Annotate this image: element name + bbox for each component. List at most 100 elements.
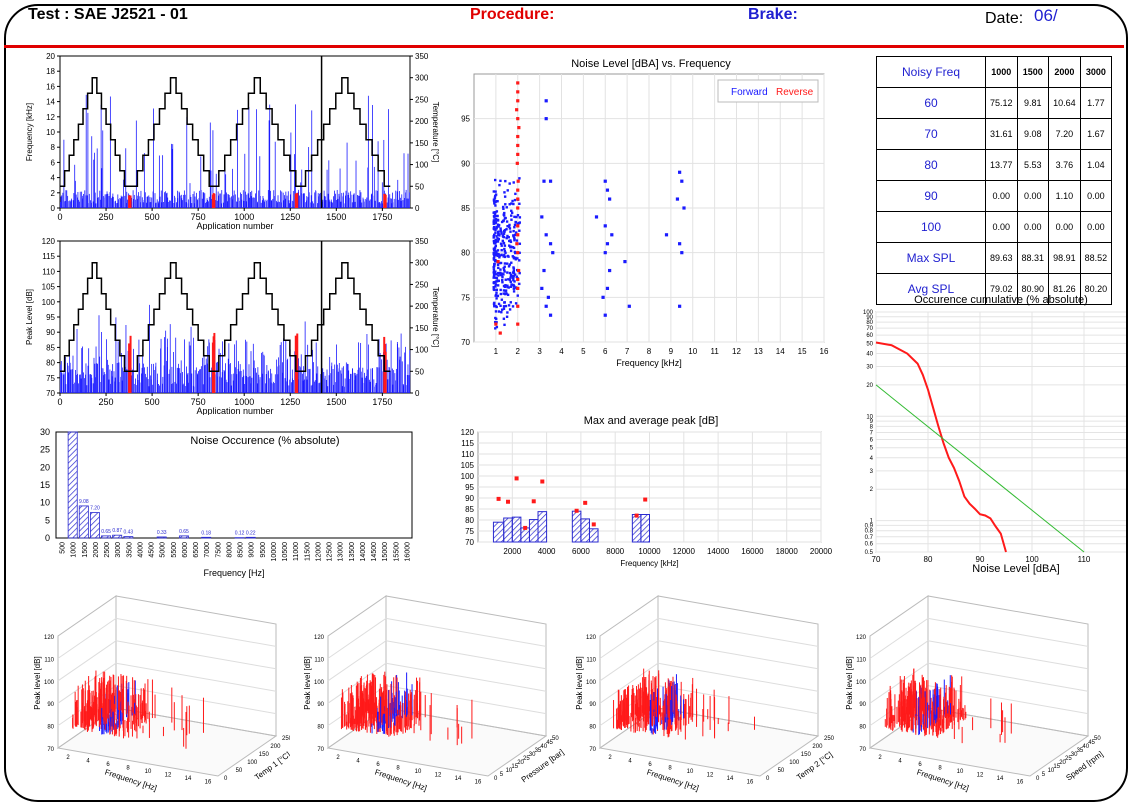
y-tick-label: 95 [461,115,470,124]
forward-point [497,233,500,237]
x-tick-label: 2000 [93,542,100,558]
x-tick-label: 1750 [372,212,392,222]
forward-point [493,246,497,249]
x-tick-label: 12 [165,772,172,778]
z-tick-label: 100 [314,680,325,686]
x-tick-label: 0 [57,397,62,407]
forward-point [544,304,548,308]
y-axis-label: Pressure [bar] [520,748,565,785]
forward-point [518,202,521,205]
x-axis-label: Application number [196,221,273,230]
table-cell: 9.81 [1016,87,1050,119]
y-tick-label: 30 [40,427,50,437]
forward-point [518,216,522,219]
forward-point [502,219,505,223]
y-tick-label: 20 [1059,760,1066,766]
x-tick-label: 4 [356,758,360,764]
table-cell: 13.77 [985,149,1018,181]
z-tick-label: 120 [586,635,597,641]
forward-point [511,305,515,308]
y-tick-label: 1 [870,519,874,525]
y-tick-label: 150 [801,752,812,758]
y-tick-label: 85 [461,204,470,213]
forward-point [494,194,497,198]
y-tick-label: 90 [465,494,474,503]
forward-point [503,244,507,247]
x-tick-label: 2 [516,347,521,356]
forward-point [496,214,499,218]
forward-point [502,241,506,245]
forward-point [504,284,507,287]
forward-point [518,271,521,275]
forward-point [495,321,498,324]
forward-point [500,298,504,301]
forward-point [495,297,498,300]
average-bar [580,518,590,543]
reverse-point [516,81,520,85]
table-column-header: 1500 [1016,56,1050,88]
y2-tick-label: 50 [415,182,424,191]
row-label: 70 [876,118,986,150]
x-tick-label: 6 [648,762,652,768]
table-cell: 10.64 [1048,87,1081,119]
forward-point [492,268,496,271]
chart-frequency-temperature: 0 250 500 750 1000 1250 1500 175002468101214161… [25,52,440,230]
y-tick-label: 85 [46,343,55,352]
x-tick-label: 2500 [104,542,111,558]
forward-point [505,228,508,231]
forward-point [605,242,610,246]
table-cell: 0.00 [1079,211,1113,243]
table-cell: 89.63 [985,242,1018,274]
forward-point [498,183,501,187]
forward-point [508,278,512,282]
y-tick-label: 8 [51,143,56,152]
y-tick-label: 20 [866,383,873,389]
table-column-header: 2000 [1048,56,1081,88]
grid-line [927,617,1089,647]
forward-point [494,283,498,286]
forward-point [494,178,497,182]
table-header-row: Noisy Freq 1000 1500 2000 3000 [876,56,1113,88]
noisy-frequency-table: Noisy Freq 1000 1500 2000 3000 60 75.12 … [876,56,1113,305]
z-tick-label: 80 [859,725,866,731]
x-tick-label: 11500 [304,542,311,561]
forward-point [515,275,518,278]
y-tick-label: 100 [42,298,56,307]
forward-point [494,190,497,193]
y-tick-label: 90 [461,159,470,168]
y-tick-label: 50 [1094,736,1101,742]
table-cell: 0.00 [1016,211,1050,243]
chart-max-average-peak: Max and average peak [dB] 2000 4000 6000 800… [461,415,833,568]
x-tick-label: 13500 [349,542,356,562]
y-tick-label: 250 [282,736,290,742]
y-tick-label: 6 [870,437,874,443]
forward-point [544,233,548,237]
forward-point [509,276,512,279]
forward-point [512,181,515,184]
max-point [634,513,639,518]
forward-point [503,247,506,251]
forward-point [509,230,512,233]
y-tick-label: 0.8 [865,529,874,535]
table-cell: 80.90 [1016,273,1050,305]
forward-point [511,245,515,249]
forward-point [501,239,505,243]
forward-point [510,275,513,278]
y-tick-label: 0.6 [865,542,874,548]
forward-point [514,192,517,196]
y-tick-label: 75 [465,527,474,536]
forward-point [499,242,503,245]
y-axis-label: Peak Level [dB] [25,289,34,345]
forward-point [678,304,682,308]
date-value: 06/ [1034,6,1058,25]
forward-point [503,270,506,273]
x-tick-label: 6 [603,347,608,356]
average-bar [503,517,513,543]
forward-point [499,268,502,271]
header-divider [4,45,1124,48]
forward-point [513,223,517,227]
x-tick-label: 6000 [182,542,189,558]
y-tick-label: 70 [866,326,873,332]
forward-point [493,242,496,245]
